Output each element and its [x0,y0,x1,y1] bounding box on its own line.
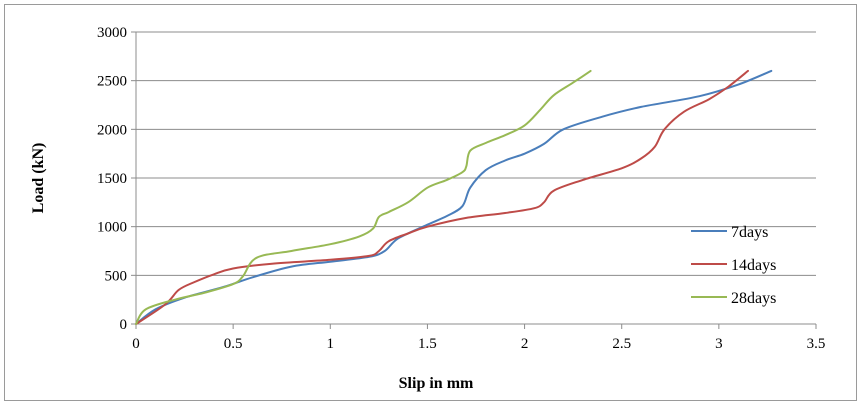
legend-label-28days: 28days [731,290,776,307]
chart-frame [4,4,857,401]
series-lines [135,69,773,325]
x-tick-labels: 0 0.5 1 1.5 2 2.5 3 3.5 [132,324,825,352]
x-tick-label-2: 1 [327,336,335,352]
x-tick-label-3: 1.5 [418,336,437,352]
series-line-14days [135,69,749,325]
y-tick-label-0: 0 [120,317,128,333]
legend-label-14days: 14days [731,257,776,274]
y-tick-label-1: 500 [105,268,128,284]
y-tick-label-2: 1000 [97,220,127,236]
x-axis-title: Slip in mm [399,375,474,392]
series-line-7days [135,69,773,325]
x-tick-label-4: 2 [521,336,529,352]
x-tick-label-6: 3 [715,336,723,352]
series-line-28days [135,69,592,325]
x-tick-label-7: 3.5 [807,336,826,352]
y-tick-label-6: 3000 [97,25,127,41]
y-tick-label-5: 2500 [97,74,127,90]
y-tick-label-4: 2000 [97,122,127,138]
grid-lines [136,31,816,276]
y-tick-labels: 0 500 1000 1500 2000 2500 3000 [97,25,136,333]
legend: 7days 14days 28days [691,224,776,307]
x-tick-label-1: 0.5 [224,336,243,352]
x-tick-label-0: 0 [132,336,140,352]
x-tick-label-5: 2.5 [612,336,631,352]
y-tick-label-3: 1500 [97,171,127,187]
legend-label-7days: 7days [731,224,768,241]
y-axis-title: Load (kN) [30,143,47,214]
